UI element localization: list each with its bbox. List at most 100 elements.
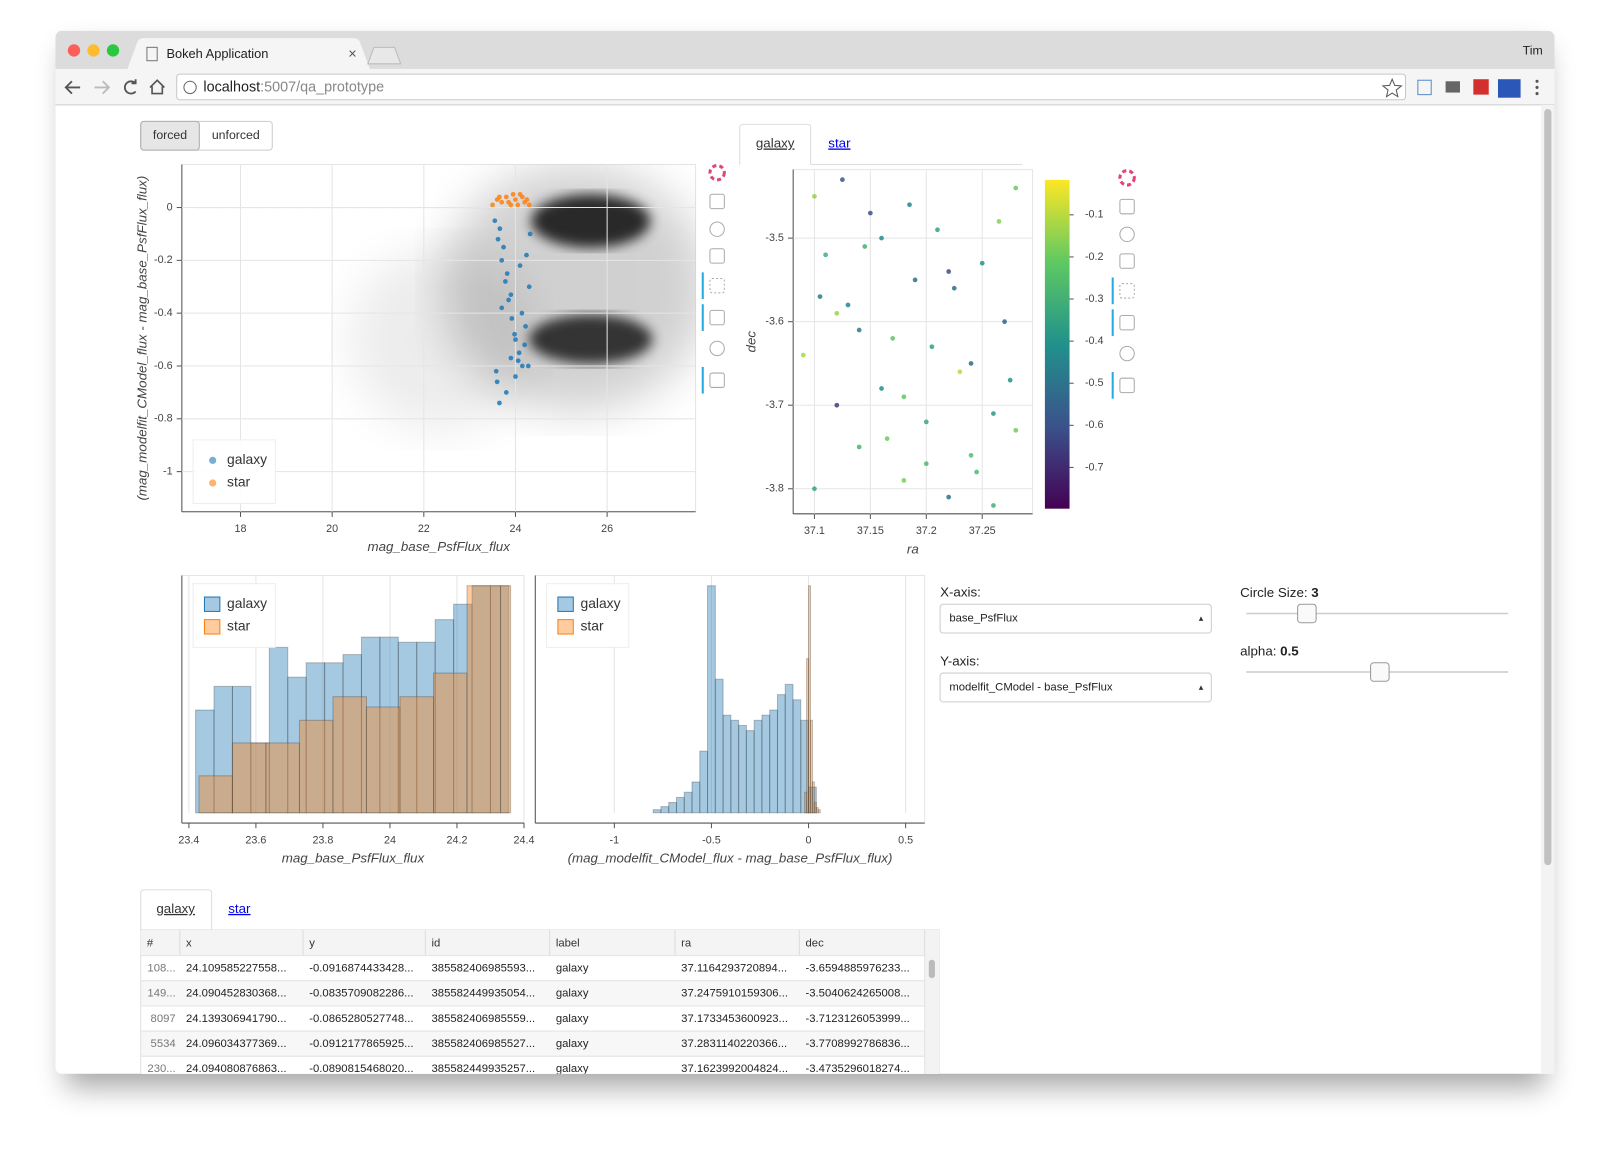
- table-cell: -0.0912177865925...: [309, 1038, 413, 1050]
- table-cell: 24.139306941790...: [186, 1013, 287, 1025]
- tool-icon[interactable]: [1119, 253, 1135, 269]
- histogram-bar: [198, 775, 233, 814]
- point: [968, 452, 974, 458]
- tab-icon: [146, 46, 158, 62]
- table-header: [140, 929, 925, 956]
- url-bar[interactable]: [176, 73, 1407, 101]
- point: [957, 369, 963, 375]
- extension-icon[interactable]: [1473, 79, 1489, 95]
- close-button[interactable]: [67, 44, 81, 57]
- tool-icon[interactable]: [709, 309, 725, 326]
- zoom-button[interactable]: [106, 44, 120, 57]
- tab-label[interactable]: galaxy: [156, 901, 195, 916]
- radio-button[interactable]: forced: [153, 128, 187, 142]
- point: [1013, 427, 1019, 433]
- back-button[interactable]: [64, 80, 81, 95]
- home-button[interactable]: [149, 79, 165, 95]
- point: [834, 310, 840, 316]
- tab-label[interactable]: galaxy: [756, 135, 795, 150]
- table-cell: 149...: [147, 988, 175, 1000]
- tool-icon[interactable]: [1119, 377, 1135, 394]
- tool-icon[interactable]: [709, 278, 725, 294]
- histogram-bar: [298, 719, 334, 814]
- point: [525, 363, 531, 369]
- tool-icon[interactable]: [709, 221, 725, 237]
- tool-icon[interactable]: [709, 248, 725, 264]
- scroll-thumb[interactable]: [1544, 109, 1552, 866]
- tool-icon[interactable]: [1119, 198, 1135, 215]
- bokeh-logo[interactable]: [1118, 169, 1136, 187]
- table-scrollbar[interactable]: [924, 929, 940, 1094]
- plot-frame: [792, 169, 1034, 515]
- legend-swatch: [209, 479, 217, 487]
- point: [499, 199, 505, 205]
- extension-icon[interactable]: [1497, 79, 1521, 98]
- point: [935, 227, 940, 233]
- table-row[interactable]: [140, 1055, 926, 1081]
- tool-icon[interactable]: [709, 340, 725, 357]
- point: [490, 202, 495, 208]
- slider-handle[interactable]: [1297, 603, 1317, 624]
- y-tick-label: -0.2: [154, 254, 173, 266]
- tool-icon[interactable]: [709, 193, 725, 210]
- y-tick-label: -3.7: [765, 399, 784, 411]
- x-tick-label: 24: [384, 834, 396, 846]
- x-tick-label: 23.4: [178, 834, 199, 846]
- select[interactable]: [939, 672, 1212, 703]
- point: [516, 350, 522, 356]
- x-tick-label: 22: [418, 523, 430, 535]
- point: [504, 271, 510, 276]
- point: [991, 503, 996, 508]
- point: [974, 469, 979, 475]
- point: [817, 294, 823, 299]
- table-scroll-thumb[interactable]: [928, 959, 935, 979]
- histogram-bar: [815, 807, 819, 814]
- table-cell: 8097: [151, 1013, 176, 1025]
- point: [497, 226, 503, 232]
- tool-icon[interactable]: [709, 372, 725, 388]
- x-tick-label: 24.4: [514, 834, 535, 846]
- radio-button[interactable]: unforced: [212, 128, 260, 142]
- forward-button[interactable]: [94, 80, 111, 95]
- point: [946, 494, 952, 500]
- histogram-bar: [792, 699, 802, 814]
- histogram-bar: [231, 685, 252, 814]
- histogram-bar: [416, 641, 436, 814]
- tool-icon[interactable]: [1119, 345, 1135, 362]
- bookmark-star[interactable]: [1381, 77, 1403, 98]
- table-cell: 5534: [151, 1038, 176, 1050]
- table-cell: 37.1623992004824...: [681, 1063, 788, 1075]
- new-tab[interactable]: [367, 46, 402, 65]
- tool-icon[interactable]: [1119, 226, 1135, 243]
- histogram-bar: [305, 662, 326, 814]
- table-row[interactable]: [140, 955, 926, 982]
- extension-icon[interactable]: [1417, 79, 1432, 96]
- table-row[interactable]: [140, 1030, 926, 1057]
- extension-icon[interactable]: [1445, 81, 1460, 93]
- minimize-button[interactable]: [87, 44, 100, 57]
- x-tick-label: 37.1: [804, 525, 825, 537]
- tab-label[interactable]: star: [228, 901, 251, 916]
- tool-icon[interactable]: [1119, 283, 1135, 299]
- tool-icon[interactable]: [1119, 315, 1135, 331]
- select[interactable]: [939, 603, 1212, 634]
- histogram-bar: [652, 809, 662, 814]
- histogram-bar: [360, 636, 381, 814]
- slider-handle[interactable]: [1370, 662, 1390, 682]
- point: [856, 327, 862, 333]
- tab-label[interactable]: star: [828, 135, 851, 150]
- histogram-bar: [365, 706, 401, 814]
- table-cell: galaxy: [556, 1038, 589, 1050]
- column-header: x: [186, 937, 192, 949]
- histogram-bar: [817, 809, 821, 814]
- tab: [739, 123, 812, 165]
- point: [968, 361, 974, 366]
- point: [907, 202, 912, 208]
- tab-close[interactable]: ×: [348, 46, 356, 62]
- browser-tab[interactable]: [127, 38, 370, 69]
- select-arrow: ▴: [1199, 613, 1204, 623]
- bokeh-logo[interactable]: [708, 163, 726, 182]
- table-row[interactable]: [140, 1005, 926, 1032]
- x-tick-label: 23.6: [245, 834, 266, 846]
- reload-button[interactable]: [124, 79, 137, 95]
